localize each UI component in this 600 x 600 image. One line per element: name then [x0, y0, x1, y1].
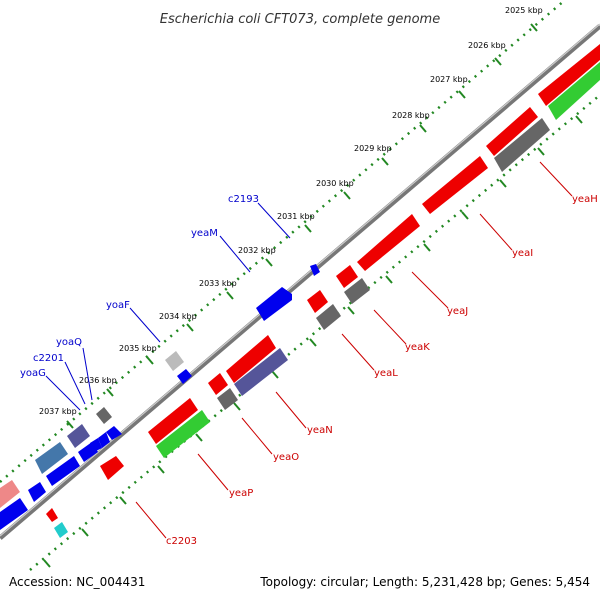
kbp-scale: 2025 kbp 2026 kbp 2027 kbp 2028 kbp 2029…	[39, 6, 543, 416]
gene-arrow[interactable]	[494, 118, 550, 172]
kbp-label: 2027 kbp	[430, 75, 468, 84]
gene-arrow[interactable]	[78, 442, 98, 462]
gene-arrow[interactable]	[148, 398, 198, 444]
gene-label[interactable]: yoaG	[20, 368, 46, 379]
gene-arrow[interactable]	[538, 44, 600, 106]
gene-arrow[interactable]	[165, 351, 184, 371]
kbp-label: 2029 kbp	[354, 144, 392, 153]
top-leaders	[45, 202, 291, 411]
gene-arrow[interactable]	[226, 335, 276, 383]
gene-arrow[interactable]	[316, 304, 341, 330]
genome-summary: Topology: circular; Length: 5,231,428 bp…	[259, 575, 590, 589]
kbp-label: 2037 kbp	[39, 407, 77, 416]
kbp-label: 2035 kbp	[119, 344, 157, 353]
inner-ruler	[29, 94, 600, 571]
gene-label[interactable]: c2201	[33, 353, 64, 364]
kbp-label: 2036 kbp	[79, 376, 117, 385]
gene-arrow[interactable]	[98, 432, 110, 448]
bottom-leaders	[135, 161, 573, 539]
gene-arrow[interactable]	[177, 369, 192, 384]
gene-arrow[interactable]	[256, 287, 292, 321]
gene-label[interactable]: yeaN	[307, 425, 333, 436]
kbp-label: 2032 kbp	[238, 246, 276, 255]
gene-arrow[interactable]	[67, 424, 90, 448]
gene-arrow[interactable]	[156, 410, 210, 458]
gene-label[interactable]: yoaQ	[56, 337, 82, 348]
gene-arrow[interactable]	[208, 373, 228, 395]
gene-label[interactable]: yoaF	[106, 300, 130, 311]
gene-arrow[interactable]	[217, 388, 238, 410]
gene-label[interactable]: c2193	[228, 194, 259, 205]
kbp-label: 2033 kbp	[199, 279, 237, 288]
kbp-label: 2030 kbp	[316, 179, 354, 188]
gene-label[interactable]: yeaK	[405, 342, 430, 353]
forward-genes	[0, 44, 600, 530]
gene-arrow[interactable]	[422, 156, 488, 214]
accession-text: Accession: NC_004431	[9, 575, 145, 589]
gene-arrow[interactable]	[54, 522, 68, 538]
gene-arrow[interactable]	[0, 480, 20, 508]
kbp-label: 2026 kbp	[468, 41, 506, 50]
gene-label[interactable]: yeaJ	[447, 306, 468, 317]
gene-arrow[interactable]	[106, 426, 122, 440]
outer-ruler	[0, 0, 566, 483]
bottom-gene-labels: yeaH yeaI yeaJ yeaK yeaL yeaN yeaO yeaP …	[166, 194, 598, 547]
kbp-label: 2028 kbp	[392, 111, 430, 120]
gene-arrow[interactable]	[486, 107, 538, 156]
kbp-label: 2034 kbp	[159, 312, 197, 321]
gene-arrow[interactable]	[46, 508, 58, 522]
gene-arrow[interactable]	[100, 456, 124, 480]
gene-label[interactable]: c2203	[166, 536, 197, 547]
gene-arrow[interactable]	[548, 62, 600, 120]
genome-backbone	[0, 24, 600, 540]
outer-ruler-ticks	[66, 23, 538, 429]
gene-arrow[interactable]	[310, 264, 320, 276]
gene-arrow[interactable]	[28, 482, 46, 502]
gene-arrow[interactable]	[46, 456, 80, 486]
gene-arrow[interactable]	[0, 498, 28, 530]
gene-label[interactable]: yeaP	[229, 488, 253, 499]
gene-arrow[interactable]	[357, 214, 420, 271]
reverse-genes	[46, 62, 600, 538]
map-title: Escherichia coli CFT073, complete genome	[160, 12, 440, 27]
gene-label[interactable]: yeaM	[191, 228, 218, 239]
gene-arrow[interactable]	[344, 278, 370, 304]
gene-label[interactable]: yeaI	[512, 248, 533, 259]
gene-arrow[interactable]	[96, 407, 112, 424]
gene-label[interactable]: yeaL	[374, 368, 398, 379]
gene-arrow[interactable]	[336, 265, 358, 288]
kbp-label: 2031 kbp	[277, 212, 315, 221]
inner-ruler-ticks	[43, 115, 583, 568]
gene-arrow[interactable]	[307, 290, 328, 313]
gene-arrow[interactable]	[234, 348, 288, 396]
gene-label[interactable]: yeaH	[572, 194, 598, 205]
top-gene-labels: c2193 yeaM yoaF yoaQ c2201 yoaG	[20, 194, 259, 379]
gene-label[interactable]: yeaO	[273, 452, 299, 463]
genome-backbone-highlight	[0, 23, 600, 537]
kbp-label: 2025 kbp	[505, 6, 543, 15]
gene-arrow[interactable]	[35, 442, 68, 474]
